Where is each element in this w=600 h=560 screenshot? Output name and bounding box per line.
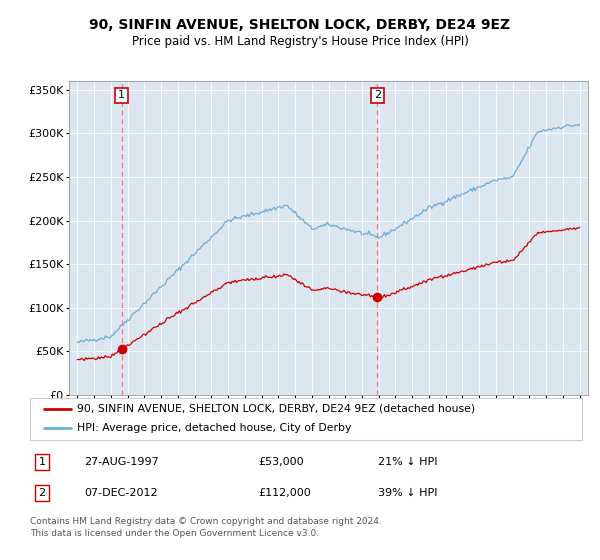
Text: 21% ↓ HPI: 21% ↓ HPI [378, 457, 437, 467]
Text: 27-AUG-1997: 27-AUG-1997 [84, 457, 159, 467]
Text: 90, SINFIN AVENUE, SHELTON LOCK, DERBY, DE24 9EZ (detached house): 90, SINFIN AVENUE, SHELTON LOCK, DERBY, … [77, 404, 475, 414]
Text: £112,000: £112,000 [258, 488, 311, 498]
Text: Contains HM Land Registry data © Crown copyright and database right 2024.: Contains HM Land Registry data © Crown c… [30, 517, 382, 526]
Text: This data is licensed under the Open Government Licence v3.0.: This data is licensed under the Open Gov… [30, 529, 319, 538]
Text: Price paid vs. HM Land Registry's House Price Index (HPI): Price paid vs. HM Land Registry's House … [131, 35, 469, 49]
Text: 1: 1 [118, 90, 125, 100]
Text: 2: 2 [374, 90, 381, 100]
Text: HPI: Average price, detached house, City of Derby: HPI: Average price, detached house, City… [77, 423, 351, 433]
Text: 2: 2 [38, 488, 46, 498]
Text: 39% ↓ HPI: 39% ↓ HPI [378, 488, 437, 498]
Text: 07-DEC-2012: 07-DEC-2012 [84, 488, 158, 498]
Text: £53,000: £53,000 [258, 457, 304, 467]
Text: 90, SINFIN AVENUE, SHELTON LOCK, DERBY, DE24 9EZ: 90, SINFIN AVENUE, SHELTON LOCK, DERBY, … [89, 18, 511, 32]
Text: 1: 1 [38, 457, 46, 467]
